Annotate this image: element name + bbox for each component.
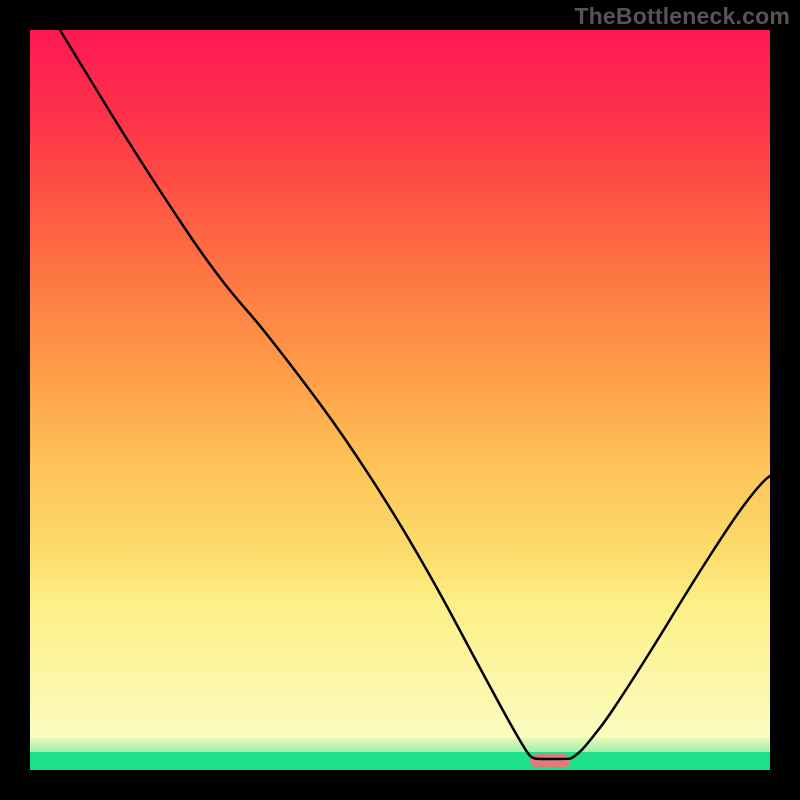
attribution-label: TheBottleneck.com bbox=[574, 3, 790, 30]
bottleneck-chart: TheBottleneck.com bbox=[0, 0, 800, 800]
minimum-marker bbox=[530, 754, 570, 768]
gradient-pale-yellow bbox=[30, 605, 770, 738]
chart-svg bbox=[0, 0, 800, 800]
gradient-pale-green bbox=[30, 738, 770, 752]
gradient-main bbox=[30, 30, 770, 605]
gradient-green-band bbox=[30, 752, 770, 770]
